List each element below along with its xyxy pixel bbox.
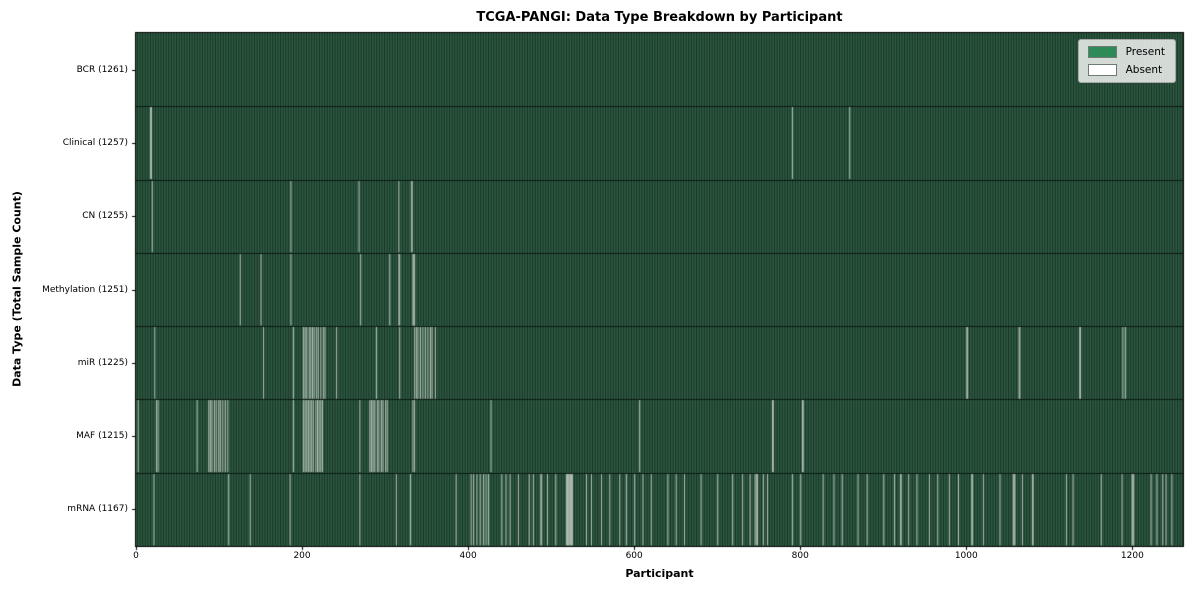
- legend-label-present: Present: [1125, 46, 1165, 58]
- x-tick-label-800: 800: [791, 551, 809, 561]
- chart-title: TCGA-PANGI: Data Type Breakdown by Parti…: [476, 10, 843, 25]
- y-tick-label-Clinical: Clinical (1257): [62, 137, 128, 148]
- y-tick-label-mRNA: mRNA (1167): [67, 504, 128, 515]
- present-swatch-icon: [1087, 46, 1117, 58]
- x-tick-label-600: 600: [625, 551, 643, 561]
- x-tick-label-1000: 1000: [954, 551, 978, 561]
- y-tick-label-CN: CN (1255): [82, 211, 128, 222]
- y-tick-label-Methylation: Methylation (1251): [42, 284, 128, 295]
- y-tick-label-MAF: MAF (1215): [76, 431, 128, 442]
- legend: Present Absent: [1077, 39, 1176, 83]
- x-tick-label-200: 200: [293, 551, 311, 561]
- legend-label-absent: Absent: [1125, 64, 1163, 76]
- legend-item-absent: Absent: [1087, 64, 1165, 76]
- y-tick-label-miR: miR (1225): [77, 357, 128, 368]
- x-tick-label-400: 400: [459, 551, 477, 561]
- legend-item-present: Present: [1087, 46, 1165, 58]
- absent-swatch-icon: [1087, 64, 1117, 76]
- y-tick-label-BCR: BCR (1261): [76, 64, 128, 75]
- x-tick-label-0: 0: [133, 551, 139, 561]
- x-tick-label-1200: 1200: [1120, 551, 1144, 561]
- x-axis-label: Participant: [625, 567, 694, 580]
